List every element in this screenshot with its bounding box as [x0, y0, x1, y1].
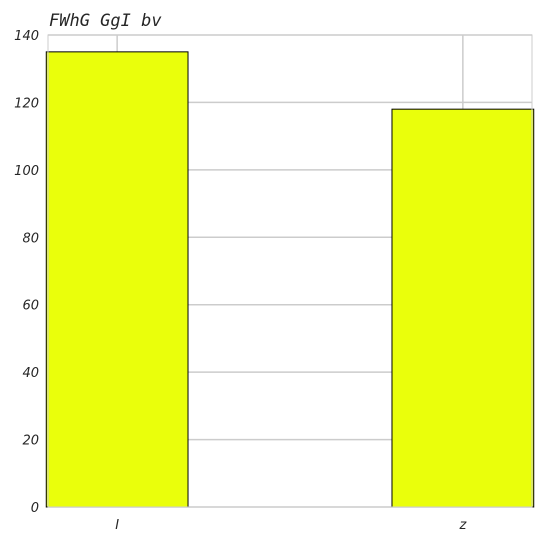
y-tick-label: 40	[22, 366, 39, 381]
y-tick-label: 0	[31, 501, 39, 516]
y-tick-labels: 0 20 40 60 80 100 120 140	[14, 29, 39, 516]
y-tick-label: 100	[14, 164, 39, 179]
bar	[391, 108, 535, 508]
x-tick-label: z	[458, 518, 467, 533]
x-tick-label: I	[115, 518, 119, 533]
y-tick-label: 80	[22, 231, 39, 246]
plot-frame	[47, 34, 533, 508]
y-tick-label: 20	[22, 434, 39, 449]
bar-layer	[45, 51, 535, 508]
y-tick-label: 140	[14, 29, 39, 44]
y-tick-label: 60	[22, 299, 39, 314]
bar	[45, 51, 189, 508]
chart-title: FWhG GgI bv	[49, 11, 162, 31]
y-tick-label: 120	[14, 96, 39, 111]
